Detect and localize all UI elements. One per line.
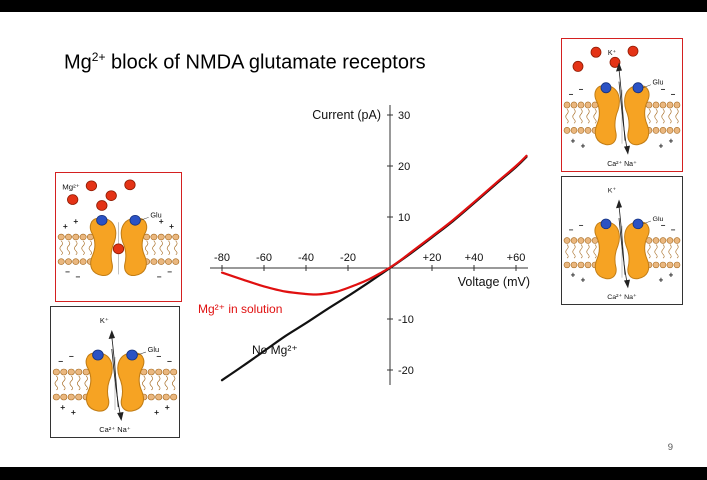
svg-text:+: + — [571, 137, 576, 146]
svg-text:−: − — [661, 221, 666, 230]
svg-text:-20: -20 — [398, 365, 414, 377]
receptor-diagram-open-right: Glu K⁺ Ca²⁺ Na⁺ − − − − + + + + — [561, 176, 683, 305]
slide-title: Mg2+ block of NMDA glutamate receptors — [64, 50, 426, 75]
svg-text:+: + — [165, 403, 170, 412]
svg-text:20: 20 — [398, 161, 410, 173]
svg-text:Ca²⁺ Na⁺: Ca²⁺ Na⁺ — [99, 425, 131, 434]
svg-text:-10: -10 — [398, 314, 414, 326]
svg-text:Mg²⁺ in solution: Mg²⁺ in solution — [198, 302, 282, 316]
svg-text:Voltage (mV): Voltage (mV) — [458, 275, 530, 289]
svg-text:−: − — [157, 273, 162, 282]
svg-text:+: + — [669, 137, 674, 146]
svg-text:+: + — [169, 222, 174, 231]
svg-text:No Mg²⁺: No Mg²⁺ — [252, 343, 298, 357]
svg-text:−: − — [167, 268, 172, 277]
svg-text:−: − — [661, 85, 666, 94]
svg-text:Current (pA): Current (pA) — [312, 108, 381, 122]
svg-text:-60: -60 — [256, 252, 272, 264]
curve-1 — [220, 154, 528, 296]
svg-text:−: − — [569, 90, 574, 99]
svg-text:Glu: Glu — [653, 80, 664, 87]
svg-text:K⁺: K⁺ — [608, 49, 617, 57]
svg-text:Glu: Glu — [653, 216, 664, 223]
title-base: Mg — [64, 51, 92, 74]
svg-text:−: − — [167, 357, 172, 366]
svg-text:K⁺: K⁺ — [100, 316, 109, 325]
svg-text:+: + — [63, 222, 68, 231]
receptor-diagram-mg-expelled: Glu K⁺ Ca²⁺ Na⁺ − − − − + + + + — [561, 38, 683, 172]
svg-text:+: + — [659, 276, 664, 285]
svg-text:Glu: Glu — [148, 345, 160, 354]
svg-text:+: + — [73, 217, 78, 226]
svg-text:+20: +20 — [423, 252, 442, 264]
svg-text:Mg²⁺: Mg²⁺ — [62, 183, 80, 192]
svg-text:+: + — [159, 217, 164, 226]
svg-text:−: − — [579, 221, 584, 230]
svg-text:Ca²⁺ Na⁺: Ca²⁺ Na⁺ — [607, 293, 637, 301]
svg-text:−: − — [69, 352, 74, 361]
svg-text:−: − — [58, 357, 63, 366]
svg-text:+: + — [659, 142, 664, 151]
receptor-diagram-mg-blocked: Glu Mg²⁺ + + + + − − − − — [55, 172, 182, 302]
svg-text:-40: -40 — [298, 252, 314, 264]
svg-text:+: + — [669, 271, 674, 280]
svg-text:+: + — [60, 403, 65, 412]
title-superscript: 2+ — [91, 50, 106, 64]
svg-text:−: − — [65, 268, 70, 277]
svg-text:+: + — [71, 408, 76, 417]
iv-curve-chart: -80 -60 -40 -20 +20 +40 +60 30 20 10 -10 -20 Current… — [190, 95, 550, 405]
svg-text:+: + — [581, 276, 586, 285]
svg-text:−: − — [569, 226, 574, 235]
slide: Mg2+ block of NMDA glutamate receptors -… — [0, 12, 707, 467]
svg-text:+40: +40 — [465, 252, 484, 264]
svg-text:+60: +60 — [507, 252, 526, 264]
receptor-diagram-open-left: Glu K⁺ Ca²⁺ Na⁺ − − − − + + + + — [50, 306, 180, 438]
svg-text:K⁺: K⁺ — [608, 187, 617, 195]
page-number: 9 — [667, 442, 673, 453]
svg-text:-20: -20 — [340, 252, 356, 264]
svg-text:30: 30 — [398, 110, 410, 122]
svg-text:10: 10 — [398, 212, 410, 224]
svg-text:-80: -80 — [214, 252, 230, 264]
svg-text:Ca²⁺ Na⁺: Ca²⁺ Na⁺ — [607, 160, 637, 168]
svg-text:+: + — [571, 271, 576, 280]
svg-text:−: − — [75, 273, 80, 282]
svg-text:−: − — [579, 85, 584, 94]
iv-curve-svg: -80 -60 -40 -20 +20 +40 +60 30 20 10 -10 -20 Current… — [198, 105, 530, 385]
title-rest: block of NMDA glutamate receptors — [105, 51, 426, 74]
svg-text:Glu: Glu — [150, 211, 161, 219]
svg-text:−: − — [671, 226, 676, 235]
svg-text:+: + — [154, 408, 159, 417]
axes: -80 -60 -40 -20 +20 +40 +60 30 20 10 -10 -20 Current… — [210, 105, 530, 385]
svg-text:+: + — [581, 142, 586, 151]
svg-text:−: − — [671, 90, 676, 99]
svg-text:−: − — [156, 352, 161, 361]
